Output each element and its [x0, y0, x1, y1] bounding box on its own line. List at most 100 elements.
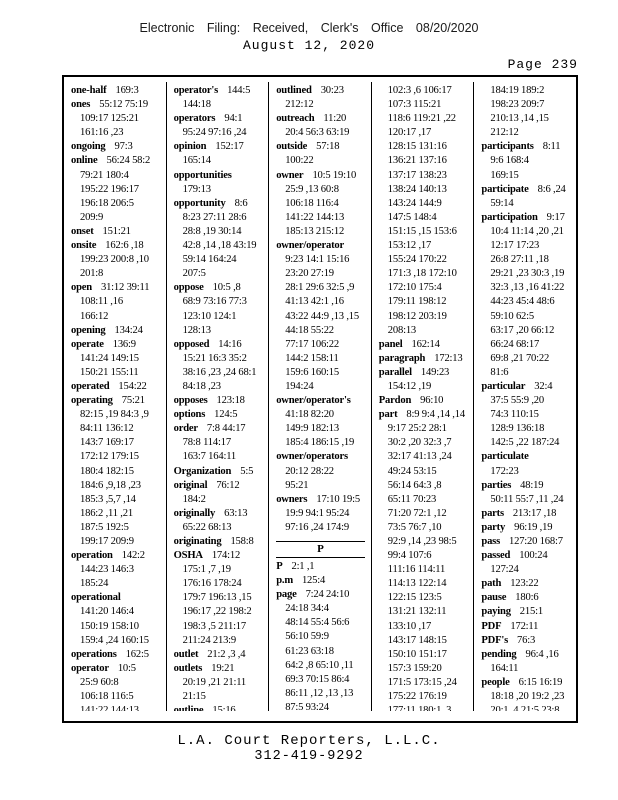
index-entry-continuation: 61:23 63:18 — [276, 645, 369, 659]
index-entry-continuation: 150:10 151:17 — [379, 648, 472, 662]
index-refs: 198:23 209:7 — [490, 99, 545, 111]
index-entry: participate 8:6 ,24 — [481, 183, 574, 197]
index-refs: 8:11 — [542, 141, 561, 153]
index-refs: 9:6 168:4 — [490, 155, 529, 167]
index-entry-continuation: 179:11 198:12 — [379, 295, 472, 309]
index-entry-continuation: 175:22 176:19 — [379, 690, 472, 704]
page-number: Page 239 — [507, 57, 578, 72]
index-entry-continuation: 71:20 72:1 ,12 — [379, 507, 472, 521]
index-refs: 134:24 — [114, 324, 143, 336]
index-entry-continuation: 150:21 155:11 — [71, 366, 164, 380]
index-refs: 180:6 — [515, 592, 539, 604]
index-word: owner/operator's — [276, 395, 351, 407]
index-refs: 144:18 — [182, 99, 211, 111]
index-entry-continuation: 32:17 41:13 ,24 — [379, 450, 472, 464]
index-entry: oppose 10:5 ,8 — [174, 281, 267, 295]
index-entry-continuation: 120:17 ,17 — [379, 126, 472, 140]
index-refs: 44:18 55:22 — [285, 324, 334, 336]
index-entry-continuation: 212:12 — [276, 98, 369, 112]
index-refs: 8:23 27:11 28:6 — [182, 211, 247, 223]
index-word: owners — [276, 493, 308, 505]
index-entry-continuation: 41:13 42:1 ,16 — [276, 295, 369, 309]
index-refs: 87:5 93:24 — [285, 701, 329, 711]
index-refs: 162:14 — [411, 338, 440, 350]
index-refs: 82:15 ,19 84:3 ,9 — [80, 409, 149, 421]
index-refs: 172:13 — [434, 352, 463, 364]
index-refs: 68:9 73:16 77:3 — [182, 296, 247, 308]
index-refs: 161:16 ,23 — [80, 127, 124, 139]
index-entry-continuation: 171:5 173:15 ,24 — [379, 676, 472, 690]
index-refs: 97:3 — [114, 141, 133, 153]
index-word: opening — [71, 324, 106, 336]
index-refs: 106:18 116:5 — [80, 691, 134, 703]
index-refs: 151:15 ,15 153:6 — [387, 225, 457, 237]
index-refs: 136:21 137:16 — [387, 155, 447, 167]
index-entry-continuation: 142:5 ,22 187:24 — [481, 436, 574, 450]
index-entry: owner/operator — [276, 239, 369, 253]
index-refs: 123:22 — [510, 578, 539, 590]
index-refs: 144:23 146:3 — [80, 564, 134, 576]
index-refs: 155:24 170:22 — [387, 254, 447, 266]
index-entry-continuation: 82:15 ,19 84:3 ,9 — [71, 408, 164, 422]
index-refs: 211:24 213:9 — [182, 634, 237, 646]
index-refs: 102:3 ,6 106:17 — [387, 85, 452, 96]
index-refs: 2:1 ,1 — [291, 561, 315, 572]
index-refs: 30:23 — [320, 85, 344, 96]
index-refs: 59:10 62:5 — [490, 310, 534, 322]
index-entry-continuation: 111:16 114:11 — [379, 563, 472, 577]
index-word: opportunity — [173, 197, 226, 209]
index-entry-continuation: 59:10 62:5 — [481, 310, 574, 324]
index-refs: 141:24 149:15 — [80, 352, 139, 364]
index-refs: 42:8 ,14 ,18 43:19 — [182, 240, 257, 252]
index-entry-continuation: 69:3 70:15 86:4 — [276, 673, 369, 687]
index-refs: 128:13 — [182, 324, 211, 336]
electronic-filing-header: Electronic Filing: Received, Clerk's Off… — [139, 21, 479, 35]
index-refs: 44:23 45:4 48:6 — [490, 296, 555, 308]
index-refs: 164:11 — [490, 662, 519, 674]
index-refs: 198:12 203:19 — [387, 310, 447, 322]
index-refs: 123:18 — [216, 395, 245, 407]
index-entry-continuation: 74:3 110:15 — [481, 408, 574, 422]
index-entry: ones 55:12 75:19 — [71, 98, 164, 112]
index-entry: outlets 19:21 — [174, 662, 267, 676]
section-header-P: P — [276, 541, 365, 558]
index-entry: opening 134:24 — [71, 324, 164, 338]
index-refs: 24:18 34:4 — [285, 603, 329, 615]
index-refs: 19:21 — [211, 662, 235, 674]
index-entry: particular 32:4 — [481, 380, 574, 394]
index-entry-continuation: 165:14 — [174, 154, 267, 168]
index-word: opportunities — [173, 169, 232, 181]
index-refs: 184:19 189:2 — [490, 85, 545, 96]
index-refs: 138:24 140:13 — [387, 183, 447, 195]
index-refs: 95:21 — [285, 479, 309, 491]
index-word: outline — [173, 705, 204, 711]
index-refs: 63:13 — [224, 507, 248, 519]
index-word: path — [481, 578, 502, 590]
index-entry-continuation: 144:18 — [174, 98, 267, 112]
index-refs: 59:14 164:24 — [182, 254, 237, 266]
index-refs: 56:10 59:9 — [285, 631, 329, 643]
index-entry-continuation: 122:15 123:5 — [379, 591, 472, 605]
index-word: people — [481, 676, 510, 688]
index-refs: 118:6 119:21 ,22 — [387, 113, 456, 125]
footer: L.A. Court Reporters, L.L.C. 312-419-929… — [0, 733, 618, 764]
index-entry: onsite 162:6 ,18 — [71, 239, 164, 253]
index-entry-continuation: 30:2 ,20 32:3 ,7 — [379, 436, 472, 450]
index-refs: 20:4 56:3 63:19 — [285, 127, 350, 139]
index-entry-continuation: 18:18 ,20 19:2 ,23 — [481, 690, 574, 704]
index-entry-continuation: 161:16 ,23 — [71, 126, 164, 140]
index-entry-continuation: 196:18 206:5 — [71, 197, 164, 211]
index-refs: 25:9 ,13 60:8 — [285, 183, 339, 195]
index-refs: 17:10 19:5 — [316, 493, 360, 505]
index-refs: 55:12 75:19 — [99, 99, 148, 111]
index-entry: particulate — [481, 450, 574, 464]
index-refs: 207:5 — [182, 268, 206, 280]
index-entry-continuation: 149:9 182:13 — [276, 422, 369, 436]
index-entry-continuation: 179:13 — [174, 183, 267, 197]
index-word: party — [481, 521, 506, 533]
index-entry: outreach 11:20 — [276, 112, 369, 126]
index-entry-continuation: 118:6 119:21 ,22 — [379, 112, 472, 126]
index-refs: 12:17 17:23 — [490, 240, 540, 252]
index-entry-continuation: 143:7 169:17 — [71, 436, 164, 450]
index-entry: paragraph 172:13 — [379, 352, 472, 366]
